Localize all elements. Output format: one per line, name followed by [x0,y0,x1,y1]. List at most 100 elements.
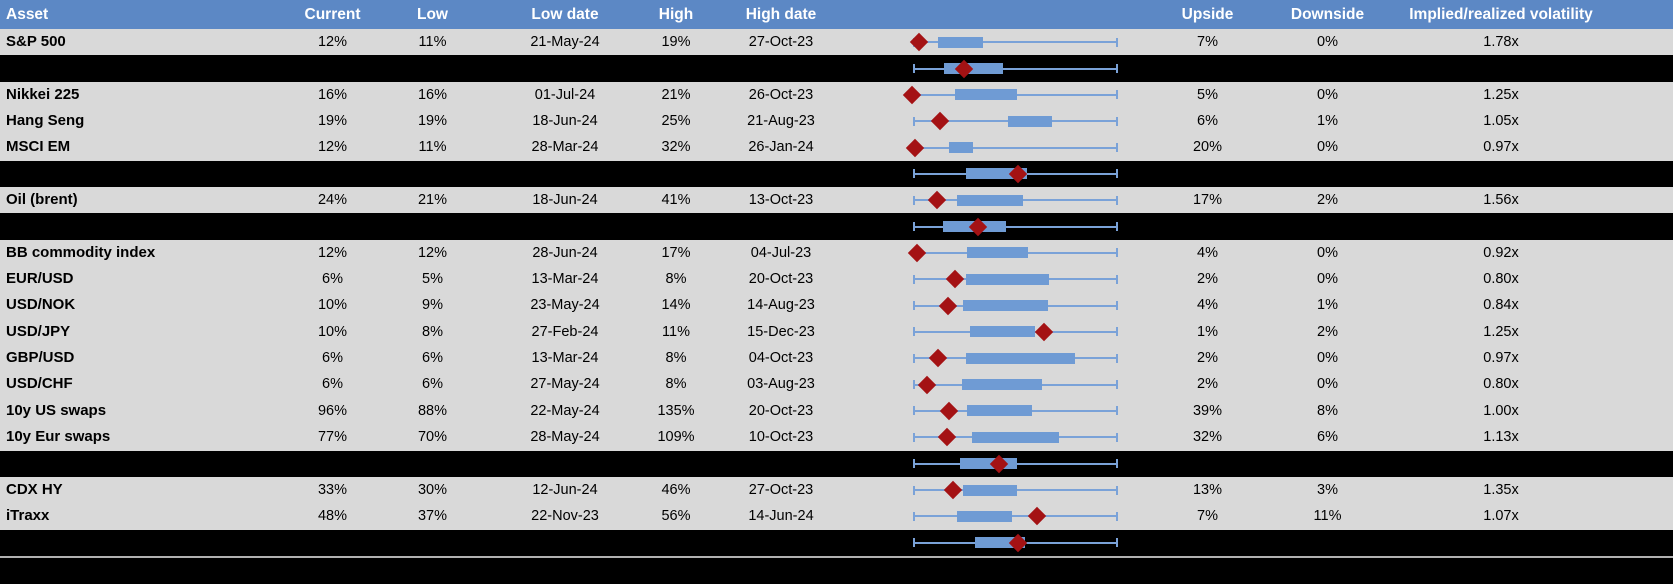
cell-asset: Oil (brent) [6,191,78,209]
cell-implied-realized [1375,161,1673,187]
range-box [971,431,1059,443]
cell-current: 33% [317,481,348,498]
cell-high-date: 27-Oct-23 [748,34,814,50]
cell-current: 6% [322,350,343,367]
cell-downside: 3% [1317,481,1338,498]
cell-asset: Nikkei 225 [6,85,80,103]
cell-current: 12% [317,244,348,261]
cell-upside: 17% [1192,192,1223,209]
range-box [962,484,1017,496]
cell-low: 37% [417,508,448,525]
range-boxplot [850,503,1135,529]
cell-high-date [712,55,850,81]
cell-low-date [490,161,640,187]
cell-downside: 0% [1317,350,1338,367]
cell-high-date: 21-Aug-23 [747,113,815,130]
cell-current: 16% [317,86,348,103]
cell-implied-realized: 0.92x [1483,244,1519,261]
diamond-marker-icon [937,428,957,447]
cell-range-plot [850,55,1135,81]
whisker-cap-right [1115,353,1118,363]
whisker-cap-left [912,274,915,284]
range-boxplot [850,161,1135,187]
column-header-downside: Downside [1290,6,1365,23]
cell-current: 10% [317,297,348,314]
whisker-line [912,146,1118,149]
column-header-low-date: Low date [531,6,599,23]
cell-downside: 0% [1317,244,1338,261]
cell-low [375,451,490,477]
cell-low-date: 22-May-24 [530,402,600,419]
cell-current: 48% [317,508,348,525]
whisker-cap-right [1115,327,1118,337]
table-row-s-p-500: S&P 500 12% 11% 21-May-24 19% 27-Oct-23 7% 0% 1.… [0,29,1673,56]
range-box [967,405,1033,417]
cell-low: 9% [422,297,443,314]
cell-low [375,213,490,239]
cell-downside: 1% [1317,113,1338,130]
cell-downside: 6% [1317,429,1338,446]
cell-current: 6% [322,271,343,288]
cell-low-date: 23-May-24 [530,297,600,314]
cell-asset [0,530,290,556]
cell-range-plot [850,503,1135,529]
whisker-cap-left [912,64,915,74]
table-row-itraxx: iTraxx 48% 37% 22-Nov-23 56% 14-Jun-24 7% 11% 1.… [0,503,1673,530]
range-boxplot [850,477,1135,503]
cell-range-plot [850,451,1135,477]
cell-high-date: 14-Aug-23 [747,297,815,314]
cell-high-date: 04-Oct-23 [748,350,814,367]
table-row-usd-nok: USD/NOK 10% 9% 23-May-24 14% 14-Aug-23 4% 1% 0.8… [0,292,1673,319]
whisker-cap-left [912,538,915,548]
cell-low-date: 12-Jun-24 [532,481,598,498]
cell-high-date [712,161,850,187]
cell-high: 25% [661,113,691,130]
cell-high: 32% [661,139,691,156]
cell-asset: GBP/USD [6,349,75,367]
cell-high: 41% [661,192,691,209]
range-boxplot [850,424,1135,450]
cell-current [290,530,375,556]
separator-row [0,55,1673,82]
separator-row [0,529,1673,556]
diamond-marker-icon [1027,507,1047,526]
diamond-marker-icon [907,243,927,263]
cell-upside [1135,451,1280,477]
cell-downside: 0% [1317,86,1338,103]
whisker-cap-left [912,169,915,179]
cell-high: 11% [662,323,690,340]
cell-implied-realized [1375,55,1673,81]
cell-upside: 2% [1197,271,1218,288]
cell-downside: 0% [1317,139,1338,156]
range-boxplot [850,292,1135,318]
cell-upside [1135,530,1280,556]
diamond-marker-icon [943,480,963,500]
column-header-high-date: High date [745,6,817,23]
diamond-marker-icon [938,296,958,315]
table-row-10y-eur-swaps: 10y Eur swaps 77% 70% 28-May-24 109% 10-Oct-2… [0,424,1673,451]
range-box [962,379,1043,391]
cell-asset: Hang Seng [6,112,85,130]
cell-implied-realized: 1.13x [1483,429,1519,446]
whisker-cap-right [1115,116,1118,126]
column-header-low: Low [417,6,448,23]
whisker-line [912,225,1118,228]
whisker-cap-left [912,511,915,521]
cell-low-date: 18-Jun-24 [532,113,598,130]
cell-low [375,161,490,187]
cell-asset [0,213,290,239]
range-box [965,273,1049,285]
diamond-marker-icon [928,349,948,368]
cell-high-date: 20-Oct-23 [748,271,814,288]
cell-low-date: 28-Mar-24 [531,139,599,156]
table-row-hang-seng: Hang Seng 19% 19% 18-Jun-24 25% 21-Aug-23 6% 1%… [0,108,1673,135]
cell-implied-realized [1375,530,1673,556]
cell-range-plot [850,477,1135,503]
cell-high-date: 10-Oct-23 [748,429,814,446]
cell-high-date: 14-Jun-24 [748,508,814,525]
cell-low-date: 18-Jun-24 [532,192,598,209]
cell-low-date: 28-Jun-24 [532,244,598,261]
cell-upside: 4% [1197,297,1218,314]
whisker-cap-right [1115,538,1118,548]
